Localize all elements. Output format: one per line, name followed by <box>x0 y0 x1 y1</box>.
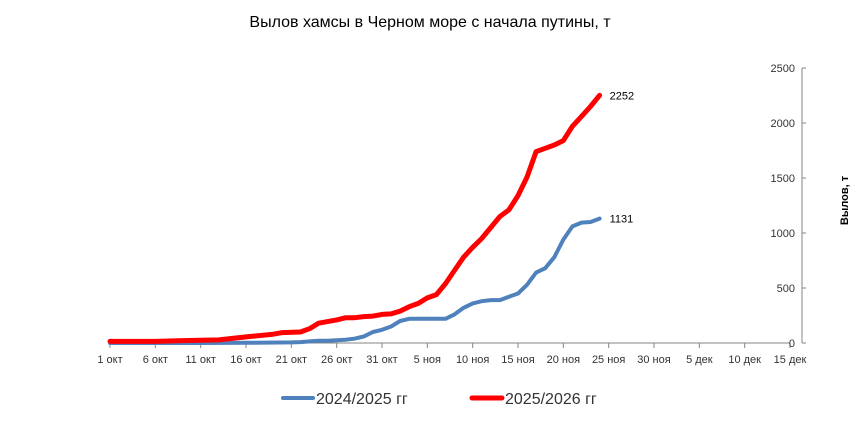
x-tick-label: 26 окт <box>321 354 352 366</box>
chart-title: Вылов хамсы в Черном море с начала путин… <box>249 14 611 31</box>
series-lines: 1131 2252 <box>107 90 634 345</box>
x-tick-label: 10 ноя <box>456 354 489 366</box>
y-tick-label: 1000 <box>771 228 795 240</box>
y-tick-label: 2500 <box>771 63 795 75</box>
series-line-2 <box>107 92 603 344</box>
x-tick-label: 21 окт <box>276 354 307 366</box>
x-tick-label: 5 ноя <box>414 354 441 366</box>
legend: 2024/2025 гг 2025/2026 гг <box>281 391 597 408</box>
y-axis-label: Вылов, т <box>839 175 851 225</box>
x-tick-label: 11 окт <box>185 354 216 366</box>
x-tick-label: 10 дек <box>728 354 761 366</box>
x-tick-label: 6 окт <box>143 354 168 366</box>
legend-label-1: 2024/2025 гг <box>316 391 408 408</box>
y-tick-label: 1500 <box>771 173 795 185</box>
series-end-label-1: 1131 <box>610 214 634 226</box>
x-tick-label: 15 дек <box>774 354 807 366</box>
x-tick-label: 30 ноя <box>637 354 670 366</box>
x-tick-label: 20 ноя <box>547 354 580 366</box>
legend-label-2: 2025/2026 гг <box>505 391 597 408</box>
y-tick-label: 0 <box>789 338 795 350</box>
y-tick-label: 500 <box>777 283 795 295</box>
x-tick-label: 5 дек <box>686 354 713 366</box>
axes: 1 окт 6 окт 11 окт 16 окт 21 окт 26 окт 31 окт… <box>97 63 851 366</box>
x-tick-label: 15 ноя <box>501 354 534 366</box>
series-line-1 <box>108 216 602 345</box>
x-tick-label: 31 окт <box>366 354 397 366</box>
series-end-label-2: 2252 <box>610 90 634 102</box>
x-tick-label: 16 окт <box>230 354 261 366</box>
y-tick-label: 2000 <box>771 118 795 130</box>
x-tick-label: 1 окт <box>97 354 122 366</box>
x-tick-label: 25 ноя <box>592 354 625 366</box>
